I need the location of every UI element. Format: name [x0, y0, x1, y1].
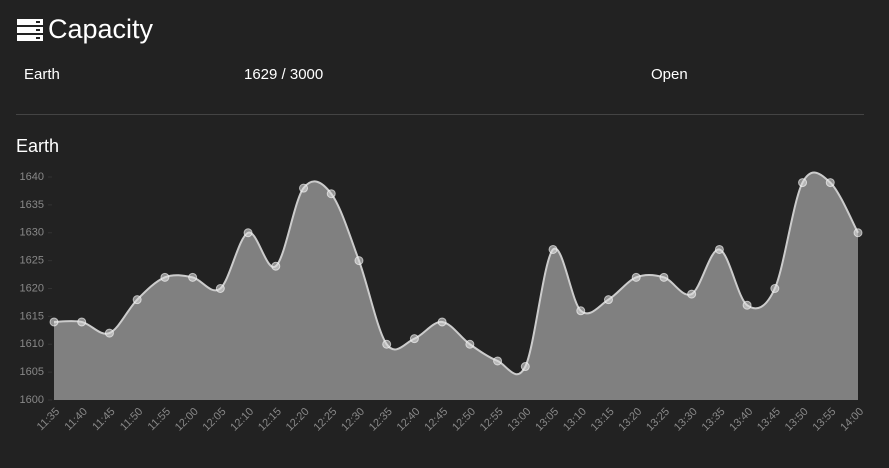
- x-tick-label: 11:40: [63, 406, 90, 433]
- cell: 1629 / 3000: [244, 66, 324, 83]
- x-tick-label: 13:30: [672, 406, 700, 434]
- x-tick-label: 13:35: [700, 406, 728, 434]
- y-tick-label: 1600: [20, 394, 44, 406]
- point: [271, 261, 281, 271]
- x-tick-label: 13:00: [506, 406, 534, 434]
- point: [437, 317, 447, 327]
- x-tick-label: 12:30: [339, 406, 367, 434]
- point: [465, 339, 475, 349]
- x-tick-label: 13:40: [727, 406, 755, 434]
- point: [825, 178, 835, 188]
- x-tick-label: 13:15: [589, 406, 617, 434]
- y-tick-label: 1615: [20, 310, 44, 322]
- server-icon: [17, 18, 43, 41]
- point: [493, 356, 503, 366]
- y-tick-label: 1635: [20, 199, 44, 211]
- point: [188, 272, 198, 282]
- point: [798, 178, 808, 188]
- x-tick-label: 13:25: [644, 406, 672, 434]
- x-tick-label: 13:20: [616, 406, 644, 434]
- x-tick-label: 12:25: [311, 406, 339, 434]
- area: [54, 172, 858, 400]
- point: [409, 334, 419, 344]
- y-tick-label: 1610: [20, 338, 44, 350]
- x-tick-label: 12:10: [228, 406, 256, 434]
- point: [354, 256, 364, 266]
- x-tick-label: 12:55: [478, 406, 506, 434]
- point: [49, 317, 59, 327]
- x-tick-label: 11:50: [118, 406, 145, 433]
- point: [132, 295, 142, 305]
- x-tick-label: 12:15: [256, 406, 284, 434]
- x-tick-label: 12:20: [284, 406, 312, 434]
- x-tick-label: 11:45: [90, 406, 117, 433]
- point: [853, 228, 863, 238]
- cell: Earth: [24, 66, 60, 83]
- point: [631, 272, 641, 282]
- x-tick-label: 13:45: [755, 406, 783, 434]
- x-tick-label: 13:10: [561, 406, 589, 434]
- x-tick-label: 13:50: [783, 406, 811, 434]
- point: [160, 272, 170, 282]
- point: [576, 306, 586, 316]
- chart-title: Earth: [16, 136, 59, 156]
- y-tick-label: 1630: [20, 227, 44, 239]
- x-tick-label: 13:55: [810, 406, 838, 434]
- header: Capacity: [16, 14, 153, 45]
- point: [326, 189, 336, 199]
- point: [714, 244, 724, 254]
- x-tick-label: 12:35: [367, 406, 395, 434]
- x-tick-label: 13:05: [533, 406, 561, 434]
- point: [520, 362, 530, 372]
- point: [548, 244, 558, 254]
- header-title: Capacity: [48, 14, 154, 44]
- x-tick-label: 14:00: [838, 406, 866, 434]
- point: [382, 339, 392, 349]
- divider: [16, 114, 864, 115]
- x-tick-label: 12:40: [395, 406, 423, 434]
- point: [299, 183, 309, 193]
- x-tick-label: 11:35: [35, 406, 62, 433]
- point: [770, 284, 780, 293]
- point: [77, 317, 87, 327]
- y-tick-label: 1605: [20, 366, 44, 378]
- point: [104, 328, 114, 338]
- x-tick-label: 11:55: [146, 406, 173, 433]
- point: [687, 289, 697, 299]
- x-tick-label: 12:45: [422, 406, 450, 434]
- point: [243, 228, 253, 238]
- point: [603, 295, 613, 305]
- cell: Open: [651, 66, 688, 83]
- y-tick-label: 1625: [20, 255, 44, 267]
- x-tick-label: 12:00: [173, 406, 201, 434]
- point: [215, 284, 225, 293]
- y-tick-label: 1640: [20, 171, 44, 183]
- point: [659, 272, 669, 282]
- y-tick-label: 1620: [20, 282, 44, 294]
- point: [742, 300, 752, 310]
- x-tick-label: 12:05: [201, 406, 229, 434]
- x-tick-label: 12:50: [450, 406, 478, 434]
